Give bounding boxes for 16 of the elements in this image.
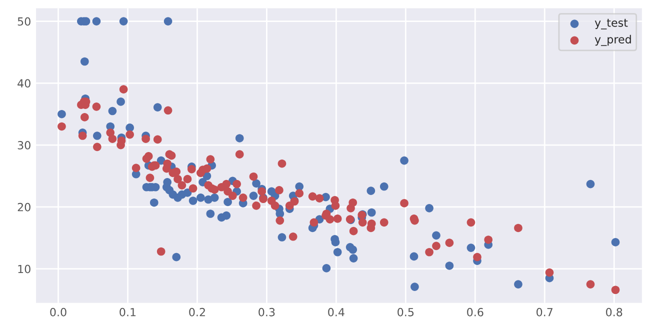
x-tick-label: 0.8 [606, 308, 622, 316]
legend-label: y_test [594, 18, 628, 30]
x-tick-label: 0.0 [50, 308, 66, 316]
y-tick-label: 20 [18, 202, 30, 212]
y-tick-label: 30 [18, 141, 30, 150]
y-tick-label: 40 [18, 79, 30, 88]
x-tick-label: 0.5 [398, 308, 414, 316]
y-tick-label: 10 [18, 264, 30, 274]
x-tick-label: 0.2 [189, 308, 205, 316]
x-tick-label: 0.3 [258, 308, 275, 316]
legend-label: y_pred [594, 34, 631, 46]
x-tick-label: 0.4 [328, 308, 344, 316]
x-tick-label: 0.7 [536, 308, 553, 316]
x-tick-label: 0.6 [467, 308, 484, 316]
x-tick-label: 0.1 [120, 308, 136, 316]
y-tick-label: 50 [18, 17, 30, 26]
